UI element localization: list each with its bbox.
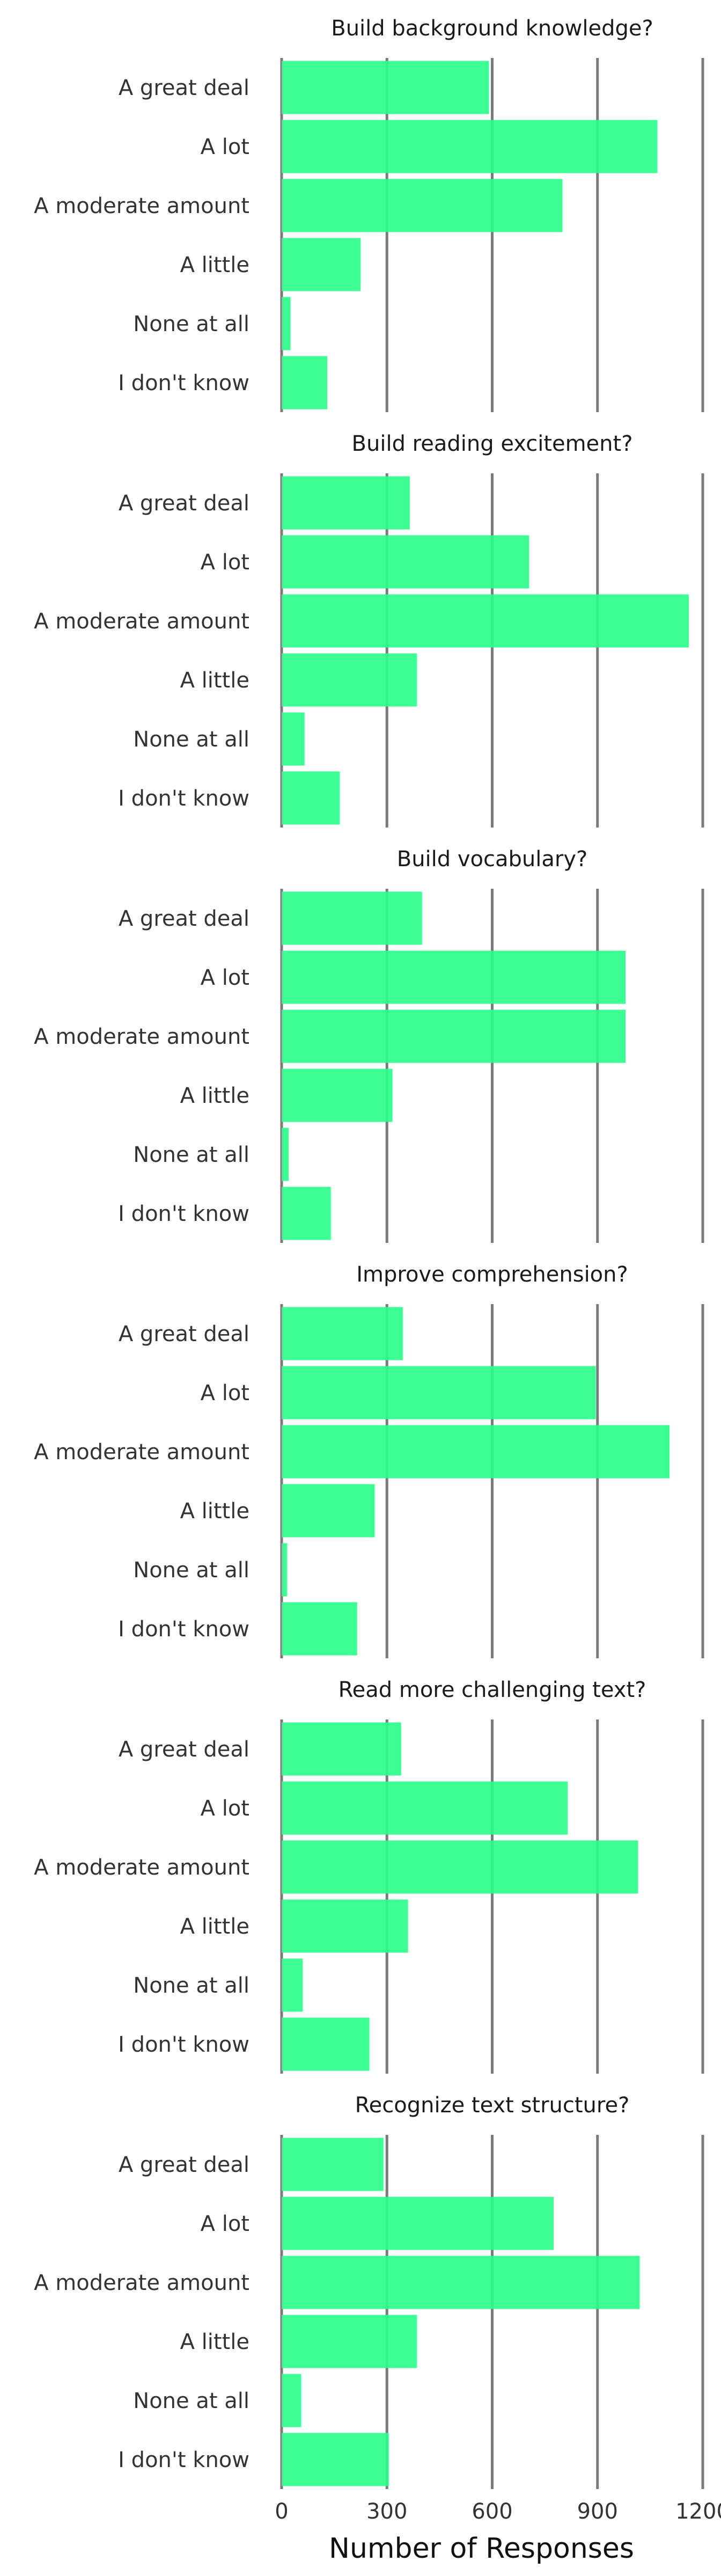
category-label: A moderate amount	[34, 1440, 249, 1465]
bar	[282, 356, 328, 409]
bar	[282, 1899, 408, 1953]
panel-title: Build background knowledge?	[331, 16, 653, 41]
bar	[282, 1187, 331, 1240]
bar	[282, 535, 529, 589]
category-label: A little	[180, 1914, 249, 1939]
category-label: A great deal	[119, 1322, 249, 1346]
bar	[282, 61, 489, 114]
category-label: A lot	[201, 965, 249, 990]
category-label: None at all	[133, 1143, 249, 1167]
bar	[282, 1958, 303, 2012]
category-label: A moderate amount	[34, 2271, 249, 2295]
bar	[282, 2138, 384, 2191]
panel-5: Read more challenging text? A great deal A…	[34, 1678, 704, 2074]
category-label: I don't know	[118, 2448, 249, 2472]
category-label: None at all	[133, 1973, 249, 1998]
bar	[282, 771, 340, 825]
bar	[282, 1366, 596, 1419]
bar	[282, 120, 657, 173]
x-tick-label: 900	[577, 2499, 618, 2524]
bar	[282, 1840, 638, 1894]
bar	[282, 653, 417, 707]
bar	[282, 712, 305, 766]
category-label: A great deal	[119, 906, 249, 931]
bar	[282, 891, 422, 945]
category-label: I don't know	[118, 786, 249, 811]
bar	[282, 1602, 357, 1656]
bar	[282, 2315, 417, 2368]
panel-title: Read more challenging text?	[339, 1678, 646, 1702]
panel-title: Build reading excitement?	[352, 431, 633, 456]
category-label: I don't know	[118, 1202, 249, 1226]
panel-title: Build vocabulary?	[397, 847, 588, 872]
category-label: None at all	[133, 1558, 249, 1583]
bar	[282, 238, 361, 291]
category-label: A great deal	[119, 491, 249, 516]
bar	[282, 1128, 289, 1181]
bar	[282, 1484, 375, 1538]
bar	[282, 1307, 403, 1360]
bar	[282, 476, 410, 530]
category-label: A lot	[201, 1381, 249, 1406]
panel-4: Improve comprehension? A great deal A lot A…	[34, 1262, 704, 1658]
bar	[282, 1009, 626, 1063]
x-tick-label: 0	[275, 2499, 288, 2524]
bar	[282, 594, 689, 648]
category-label: A little	[180, 2330, 249, 2354]
category-label: A moderate amount	[34, 194, 249, 218]
panel-2: Build reading excitement? A great deal A l…	[34, 431, 704, 828]
bar	[282, 1425, 670, 1479]
category-label: A moderate amount	[34, 1855, 249, 1880]
category-label: None at all	[133, 727, 249, 752]
bar	[282, 179, 563, 232]
category-label: I don't know	[118, 1617, 249, 1642]
x-tick-label: 1200	[675, 2499, 721, 2524]
panel-1: Build background knowledge? A great deal A…	[34, 16, 704, 412]
category-label: A lot	[201, 550, 249, 575]
bar	[282, 1069, 393, 1122]
bar	[282, 950, 626, 1004]
category-label: A great deal	[119, 76, 249, 100]
category-label: None at all	[133, 312, 249, 336]
category-label: A little	[180, 253, 249, 277]
category-label: A lot	[201, 135, 249, 159]
bar	[282, 2433, 389, 2486]
x-axis-label: Number of Responses	[329, 2533, 634, 2565]
category-label: I don't know	[118, 371, 249, 396]
category-label: I don't know	[118, 2032, 249, 2057]
category-label: A moderate amount	[34, 609, 249, 634]
category-label: A little	[180, 668, 249, 693]
category-label: A moderate amount	[34, 1024, 249, 1049]
panel-title: Improve comprehension?	[356, 1262, 628, 1287]
category-label: A great deal	[119, 1737, 249, 1762]
x-tick-label: 300	[366, 2499, 407, 2524]
bar	[282, 2374, 301, 2427]
category-label: A great deal	[119, 2153, 249, 2177]
category-label: A lot	[201, 2212, 249, 2236]
bar	[282, 2197, 554, 2250]
category-label: A little	[180, 1084, 249, 1108]
bar	[282, 2017, 370, 2071]
category-label: A lot	[201, 1796, 249, 1821]
category-label: None at all	[133, 2389, 249, 2413]
panel-6: Recognize text structure? A great deal A l…	[34, 2093, 704, 2489]
category-label: A little	[180, 1499, 249, 1524]
bar	[282, 297, 291, 350]
bar	[282, 2256, 640, 2309]
bar	[282, 1722, 401, 1776]
panel-3: Build vocabulary? A great deal A lot A mode…	[34, 847, 704, 1243]
bar	[282, 1781, 568, 1835]
x-tick-label: 600	[472, 2499, 512, 2524]
panel-title: Recognize text structure?	[355, 2093, 630, 2118]
bar	[282, 1543, 287, 1597]
